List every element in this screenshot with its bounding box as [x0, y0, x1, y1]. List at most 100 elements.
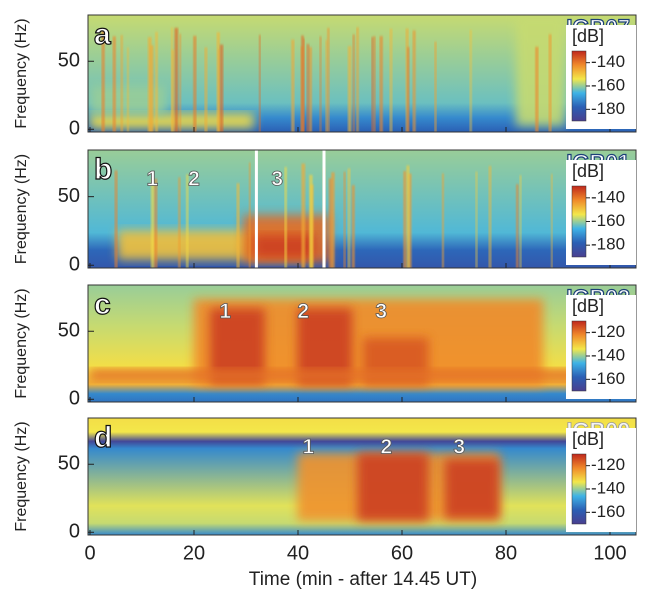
y-axis-label: Frequency (Hz) — [13, 154, 30, 264]
spectrogram-streak — [179, 33, 182, 132]
spectrogram-streak — [204, 47, 208, 132]
annotation: 3 — [453, 435, 465, 458]
spectrogram-streak — [284, 167, 287, 268]
annotation: 2 — [297, 300, 309, 323]
spectrogram — [88, 15, 636, 132]
spectrogram-patch — [90, 369, 636, 381]
spectrogram-streak — [551, 173, 553, 268]
spectrogram-streak — [371, 37, 374, 132]
spectrogram-streak — [405, 28, 409, 132]
colorbar-label: [dB] — [572, 161, 604, 181]
spectrogram-streak — [535, 46, 539, 132]
spectrogram-streak — [441, 173, 444, 268]
colorbar — [571, 50, 587, 122]
spectrogram-streak — [475, 171, 478, 268]
annotation: 1 — [219, 300, 231, 323]
panel-label: b — [94, 153, 112, 186]
spectrogram — [88, 285, 636, 402]
spectrogram-streak — [258, 34, 261, 132]
spectrogram-streak — [302, 38, 305, 132]
spectrogram-streak — [174, 27, 179, 132]
x-tick-label: 40 — [287, 542, 309, 564]
annotation: 3 — [271, 168, 283, 191]
spectrogram-streak — [306, 43, 310, 132]
colorbar-tick-label: -180 — [591, 235, 625, 254]
x-tick-label: 80 — [495, 542, 517, 564]
spectrogram-streak — [406, 165, 410, 268]
spectrogram-streak — [407, 47, 410, 132]
spectrogram-patch — [253, 234, 314, 259]
spectrogram-streak — [101, 30, 105, 132]
y-tick-label: 0 — [69, 388, 80, 410]
colorbar-tick-label: -160 — [591, 369, 625, 388]
spectrogram-streak — [348, 46, 352, 132]
annotation: 1 — [147, 168, 159, 191]
annotation: 1 — [303, 435, 315, 458]
spectrogram-streak — [178, 177, 181, 268]
spectrogram-streak — [236, 183, 240, 268]
spectrogram-streak — [193, 35, 197, 132]
colorbar — [571, 185, 587, 258]
spectrogram-streak — [434, 41, 437, 132]
annotation: 3 — [375, 300, 387, 323]
spectrogram-streak — [291, 39, 295, 132]
y-tick-label: 0 — [69, 254, 80, 276]
x-axis-label: Time (min - after 14.45 UT) — [249, 569, 477, 590]
spectrogram-streak — [403, 171, 407, 268]
spectrogram-streak — [301, 35, 304, 132]
spectrogram-streak — [469, 29, 472, 132]
x-tick-label: 20 — [183, 542, 205, 564]
colorbar — [571, 453, 587, 525]
spectrogram-streak — [516, 184, 519, 268]
spectrogram-streak — [329, 178, 333, 268]
spectrogram-streak — [248, 162, 251, 268]
spectrogram-patch — [515, 15, 566, 127]
y-tick-label: 0 — [69, 521, 80, 543]
spectrogram-streak — [373, 36, 376, 132]
colorbar-tick-label: -160 — [591, 75, 625, 94]
colorbar-tick-label: -140 — [591, 345, 625, 364]
colorbar-tick-label: -120 — [591, 322, 625, 341]
y-axis-label: Frequency (Hz) — [13, 421, 30, 531]
spectrogram-streak — [186, 174, 189, 268]
spectrogram — [88, 418, 636, 535]
spectrogram-streak — [171, 27, 173, 132]
spectrogram-streak — [218, 49, 220, 132]
spectrogram-streak — [171, 49, 175, 132]
spectrogram-streak — [356, 27, 359, 132]
spectrogram-streak — [389, 28, 393, 132]
spectrogram-streak — [352, 34, 355, 132]
y-tick-label: 0 — [69, 118, 80, 140]
spectrogram-streak — [488, 166, 492, 268]
colorbar-label: [dB] — [572, 26, 604, 46]
spectrogram-patch — [444, 458, 500, 519]
spectrogram-streak — [309, 174, 313, 268]
spectrogram-streak — [127, 47, 129, 132]
panel-label: a — [94, 18, 111, 51]
panel: 0 20 40 60 80 100 0 50 Frequency (Hz) Time (min -… — [13, 417, 637, 590]
y-tick-label: 50 — [58, 185, 80, 207]
spectrogram-streak — [331, 172, 335, 268]
spectrogram-streak — [351, 185, 355, 268]
spectrogram — [88, 150, 636, 268]
y-axis-label: Frequency (Hz) — [13, 288, 30, 398]
colorbar-label: [dB] — [572, 429, 604, 449]
spectrogram-streak — [548, 34, 552, 132]
spectrogram-streak — [327, 27, 330, 132]
spectrogram-streak — [412, 30, 416, 132]
y-axis-label: Frequency (Hz) — [13, 18, 30, 128]
panel-label: d — [94, 421, 112, 454]
colorbar-tick-label: -160 — [591, 211, 625, 230]
colorbar — [571, 320, 587, 392]
spectrogram-streak — [319, 36, 322, 132]
spectrogram-patch — [357, 453, 429, 521]
spectrogram-streak — [112, 36, 116, 132]
colorbar-tick-label: -140 — [591, 187, 625, 206]
colorbar-tick-label: -160 — [591, 502, 625, 521]
spectrogram-streak — [347, 168, 351, 268]
spectrogram-streak — [379, 36, 383, 132]
annotation: 2 — [381, 435, 393, 458]
panel-label: c — [94, 288, 111, 321]
